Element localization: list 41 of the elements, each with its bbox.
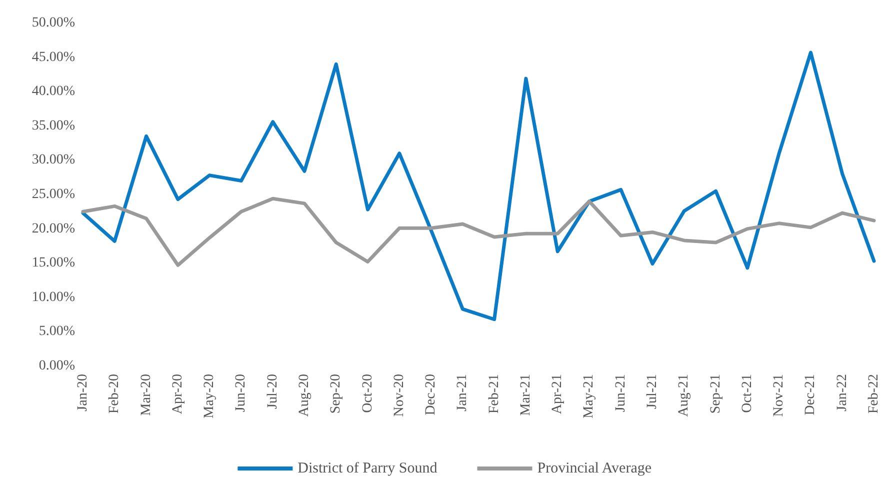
x-tick-label: Jul-21	[645, 374, 660, 409]
x-tick-label: Aug-20	[296, 374, 312, 417]
x-tick-label: Jan-21	[455, 374, 470, 412]
x-tick-label: Sep-20	[328, 374, 344, 414]
y-tick-label: 25.00%	[32, 187, 76, 202]
y-tick-label: 50.00%	[32, 16, 76, 30]
x-tick-label: Apr-21	[550, 374, 566, 414]
x-tick-label: Nov-21	[772, 374, 787, 417]
y-tick-label: 0.00%	[38, 358, 76, 374]
legend-label: District of Parry Sound	[298, 460, 438, 476]
x-tick-label: Oct-21	[740, 374, 755, 413]
y-tick-label: 15.00%	[32, 256, 76, 271]
line-series	[81, 50, 876, 322]
x-tick-label: Jul-20	[265, 374, 280, 409]
x-tick-label: Jun-21	[613, 374, 628, 412]
x-tick-label: Dec-21	[803, 374, 818, 416]
x-tick-label: Jun-20	[234, 374, 249, 412]
y-tick-label: 10.00%	[32, 290, 76, 305]
legend-label: Provincial Average	[537, 460, 652, 476]
y-tick-label: 5.00%	[38, 324, 76, 340]
y-tick-label: 35.00%	[32, 118, 76, 134]
x-tick-label: May-21	[582, 374, 597, 418]
y-tick-label: 45.00%	[32, 50, 76, 65]
x-tick-label: Dec-20	[424, 374, 439, 416]
x-tick-label: Feb-22	[866, 374, 882, 414]
x-tick-label: Jan-22	[834, 374, 850, 412]
line-series	[81, 196, 876, 267]
x-tick-label: Sep-21	[708, 374, 724, 414]
x-tick-label: Feb-20	[107, 374, 122, 414]
x-tick-label: May-20	[202, 374, 218, 418]
x-tick-label: Feb-21	[486, 374, 502, 414]
y-tick-label: 40.00%	[32, 84, 76, 100]
x-tick-label: Mar-21	[518, 374, 534, 416]
y-tick-label: 20.00%	[32, 221, 76, 236]
x-tick-label: Mar-20	[138, 374, 154, 416]
x-tick-label: Jan-20	[76, 374, 90, 412]
x-tick-label: Oct-20	[360, 374, 376, 413]
y-tick-label: 30.00%	[32, 152, 76, 168]
x-tick-label: Nov-20	[392, 374, 407, 417]
x-tick-label: Aug-21	[676, 374, 692, 417]
x-tick-label: Apr-20	[170, 374, 186, 414]
